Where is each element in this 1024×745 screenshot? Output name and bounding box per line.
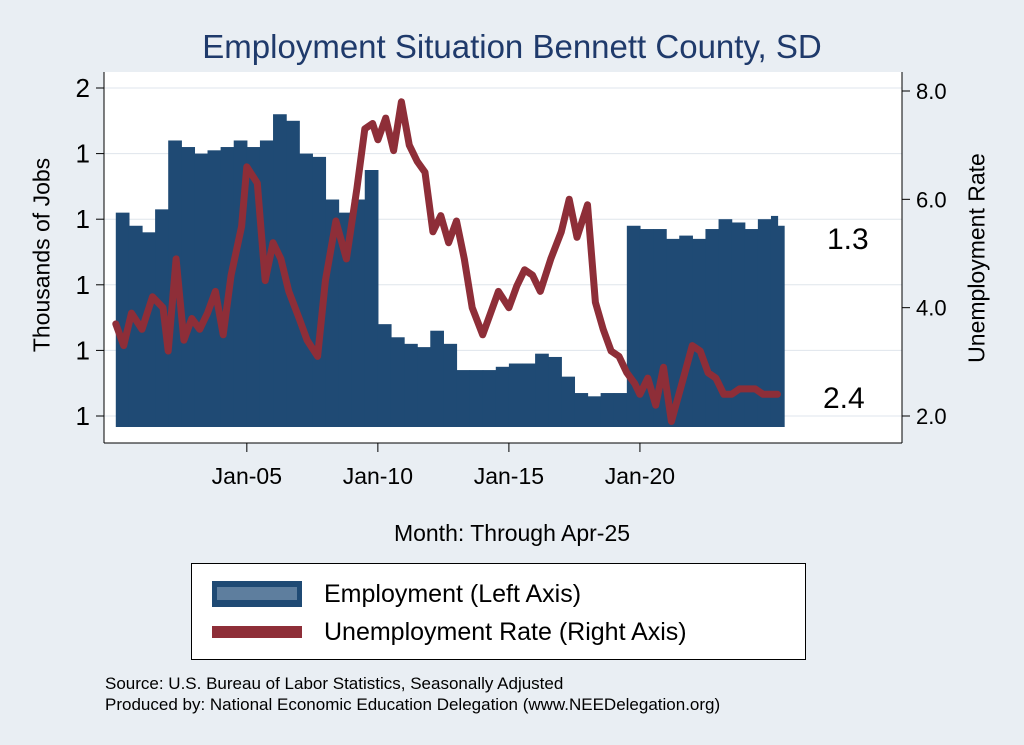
- employment-bar: [495, 366, 510, 427]
- employment-bar: [390, 337, 405, 427]
- source-note: Source: U.S. Bureau of Labor Statistics,…: [105, 673, 720, 715]
- left-tick-label: 1: [76, 401, 90, 431]
- employment-bar: [377, 324, 392, 427]
- employment-bar: [364, 170, 379, 427]
- chart-title: Employment Situation Bennett County, SD: [202, 28, 822, 65]
- left-tick-label: 1: [76, 335, 90, 365]
- employment-bar: [443, 343, 458, 427]
- employment-bar: [456, 370, 471, 427]
- employment-bar: [692, 238, 707, 427]
- employment-bar: [522, 363, 536, 427]
- employment-bar: [482, 370, 497, 427]
- employment-bar: [115, 212, 130, 427]
- left-tick-label: 1: [76, 139, 90, 169]
- employment-bar: [417, 347, 431, 427]
- right-tick-label: 6.0: [916, 187, 947, 212]
- employment-bar: [777, 225, 785, 427]
- employment-bar: [469, 370, 484, 427]
- employment-bar: [535, 353, 549, 427]
- employment-bar: [286, 120, 300, 428]
- employment-bar: [404, 343, 418, 427]
- unemployment-series-line: [112, 98, 781, 425]
- right-tick-label: 4.0: [916, 296, 947, 321]
- employment-bar: [299, 153, 313, 427]
- employment-bar: [142, 232, 156, 427]
- x-axis-label: Month: Through Apr-25: [393, 520, 631, 546]
- employment-bar: [351, 199, 366, 427]
- legend-item-unemployment: Unemployment Rate (Right Axis): [212, 614, 687, 650]
- employment-bar: [259, 140, 274, 428]
- employment-bar: [757, 219, 772, 427]
- x-tick-label: Jan-20: [605, 463, 675, 489]
- employment-bar: [312, 156, 327, 427]
- employment-bar: [600, 393, 615, 427]
- employment-bar: [561, 376, 576, 427]
- employment-end-label: 1.3: [827, 223, 869, 256]
- left-tick-label: 1: [76, 270, 90, 300]
- employment-bar: [181, 147, 196, 428]
- employment-bar: [430, 330, 444, 427]
- employment-bar: [338, 212, 353, 427]
- employment-bar: [548, 356, 562, 427]
- employment-bar: [666, 238, 680, 427]
- employment-bar: [718, 219, 733, 427]
- legend-item-employment: Employment (Left Axis): [212, 576, 581, 612]
- employment-bar: [128, 225, 143, 427]
- x-tick-label: Jan-10: [343, 463, 413, 489]
- employment-bar: [194, 153, 209, 427]
- legend-swatch-unemployment: [212, 626, 302, 638]
- legend: Employment (Left Axis) Unemployment Rate…: [191, 563, 806, 660]
- employment-bar: [574, 393, 589, 427]
- left-tick-label: 1: [76, 204, 90, 234]
- legend-label-employment: Employment (Left Axis): [324, 579, 582, 608]
- employment-bar: [731, 222, 746, 427]
- left-tick-label: 2: [76, 73, 90, 103]
- employment-bar: [744, 229, 759, 427]
- x-tick-label: Jan-05: [212, 463, 282, 489]
- employment-bar: [273, 114, 287, 428]
- source-line: Source: U.S. Bureau of Labor Statistics,…: [105, 674, 564, 693]
- employment-bar: [587, 396, 602, 427]
- right-tick-label: 8.0: [916, 79, 947, 104]
- producer-line: Produced by: National Economic Education…: [105, 695, 721, 714]
- right-tick-label: 2.0: [916, 404, 947, 429]
- employment-bar: [613, 393, 628, 427]
- employment-bar: [508, 363, 523, 427]
- x-tick-label: Jan-15: [474, 463, 544, 489]
- legend-label-unemployment: Unemployment Rate (Right Axis): [324, 617, 687, 646]
- employment-bar: [705, 229, 720, 427]
- employment-bar: [770, 215, 779, 427]
- legend-swatch-employment: [212, 581, 302, 607]
- unemployment-end-label: 2.4: [823, 382, 865, 415]
